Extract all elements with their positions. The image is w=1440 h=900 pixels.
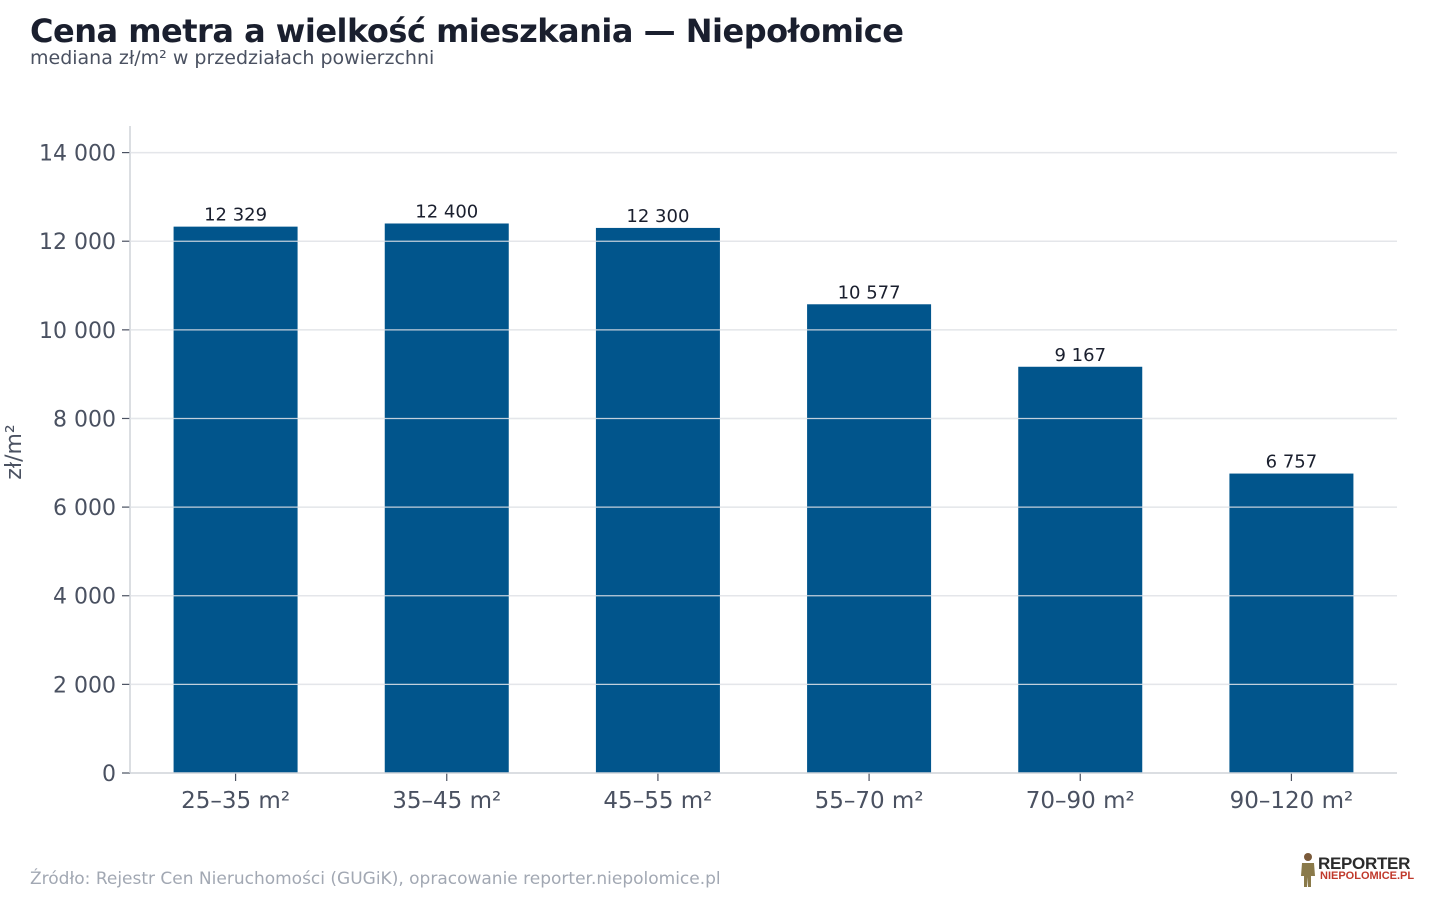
logo-text-bottom: NIEPOLOMICE.PL: [1320, 870, 1415, 882]
y-tick-label: 8 000: [53, 407, 116, 432]
bar: [384, 223, 509, 773]
bar-value-label: 12 300: [626, 206, 689, 227]
bar: [807, 304, 932, 773]
y-tick-label: 4 000: [53, 585, 116, 610]
source-note: Źródło: Rejestr Cen Nieruchomości (GUGiK…: [30, 869, 721, 889]
x-tick-label: 70–90 m²: [1026, 788, 1135, 814]
bar: [595, 227, 720, 773]
label-layer: 12 329 12 400 12 300 10 577 9 167 6 757: [130, 151, 1397, 685]
bar-value-label: 12 329: [204, 205, 267, 226]
bar-value-label: 6 757: [1266, 452, 1318, 473]
y-tick-label: 12 000: [39, 230, 116, 255]
y-tick-label: 6 000: [53, 496, 116, 521]
axis-layer: 0 2 000 4 000 6 000 8 000 10 000 12 000 14 000 2…: [39, 126, 1397, 814]
x-tick-label: 35–45 m²: [392, 788, 501, 814]
y-tick-label: 10 000: [39, 319, 116, 344]
bar-layer: [173, 223, 1354, 773]
x-tick-label: 25–35 m²: [181, 788, 290, 814]
bar-value-label: 12 400: [415, 201, 478, 222]
y-axis-label: zł/m²: [2, 424, 27, 479]
chart-subtitle: mediana zł/m² w przedziałach powierzchni: [30, 47, 435, 69]
chart-title: Cena metra a wielkość mieszkania — Niepo…: [30, 12, 904, 50]
y-tick-label: 14 000: [39, 142, 116, 167]
bar-value-label: 10 577: [838, 282, 901, 303]
bar: [1018, 366, 1143, 773]
x-tick-label: 90–120 m²: [1230, 788, 1354, 814]
bar: [173, 226, 298, 773]
logo-text-top: REPORTER: [1318, 854, 1411, 873]
y-tick-label: 2 000: [53, 673, 116, 698]
y-tick-label: 0: [102, 762, 116, 787]
x-tick-label: 55–70 m²: [815, 788, 924, 814]
reporter-figure-icon: [1301, 853, 1315, 887]
reporter-logo[interactable]: REPORTER NIEPOLOMICE.PL: [1298, 852, 1415, 888]
bar: [1229, 473, 1354, 773]
x-tick-label: 45–55 m²: [603, 788, 712, 814]
bar-value-label: 9 167: [1054, 345, 1106, 366]
